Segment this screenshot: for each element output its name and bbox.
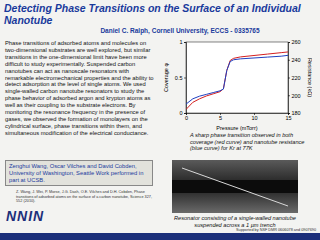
tick-mark <box>184 78 186 79</box>
y-axis: 00.51 <box>175 39 187 116</box>
reference: Z. Wang, J. Wei, P. Morse, J.G. Dash, O.… <box>16 190 154 204</box>
tick-mark <box>288 42 290 43</box>
tick-label: 220 <box>292 75 301 81</box>
tick: 240 <box>288 57 301 63</box>
tick-mark <box>288 60 290 61</box>
tick-label: 200 <box>292 93 301 99</box>
chart-caption: A sharp phase transition observed in bot… <box>190 132 308 152</box>
y2-axis-line <box>289 43 291 114</box>
tick-label: 10 <box>251 115 257 121</box>
tick-label: 15 <box>285 115 291 121</box>
y2-axis: 180 200 220 240 260 <box>288 39 301 116</box>
tick-mark <box>288 113 290 114</box>
plot-frame <box>186 42 288 113</box>
tick-label: 1 <box>179 39 182 45</box>
image-caption: Resonator consisting of a single-walled … <box>170 215 300 228</box>
tick: 260 <box>288 39 301 45</box>
tick-label: 260 <box>292 39 301 45</box>
author: Daniel C. Ralph, Cornell University, ECC… <box>60 27 300 34</box>
tick: 0 <box>185 113 188 121</box>
y2-axis-title: Resistance (kΩ) <box>307 58 312 97</box>
series-line <box>186 52 288 110</box>
tick-mark <box>288 78 290 79</box>
tick-label: 240 <box>292 57 301 63</box>
y-axis-line <box>184 43 187 114</box>
y-axis-title: Coverage φ <box>163 63 169 92</box>
image-bg <box>172 160 298 213</box>
tick: 200 <box>288 93 301 99</box>
nanotube <box>182 168 288 206</box>
chart: 05101500.51180200220240260Pressure (mTor… <box>162 38 312 133</box>
series-line <box>186 55 288 104</box>
body-text: Phase transitions of adsorbed atoms and … <box>5 40 155 137</box>
collaborators-box: Zenghui Wang, Oscar Vilches and David Co… <box>5 160 153 186</box>
nanotube-image <box>172 160 298 213</box>
x-axis: 0 5 10 15 <box>185 113 292 121</box>
tick: 0.5 <box>175 75 186 81</box>
tick-label: 0 <box>185 115 188 121</box>
tick: 220 <box>288 75 301 81</box>
tick-mark <box>184 42 186 43</box>
logo: NNIN <box>6 208 44 224</box>
tick: 5 <box>219 113 222 121</box>
tick: 1 <box>179 39 186 45</box>
plot-area <box>186 52 288 110</box>
title: Detecting Phase Transitions on the Surfa… <box>4 2 316 26</box>
tick-label: 0 <box>179 110 182 116</box>
tick: 0 <box>179 110 186 116</box>
tick-mark <box>184 113 186 114</box>
tick: 10 <box>251 113 257 121</box>
tick-label: 5 <box>219 115 222 121</box>
tick-label: 0.5 <box>175 75 183 81</box>
tick-mark <box>288 95 290 96</box>
tick-label: 180 <box>292 110 301 116</box>
footer: Supported by NSF DMR 0606078 and 0907690 <box>180 228 316 232</box>
tick: 180 <box>288 110 301 116</box>
footer-band <box>0 233 320 240</box>
x-axis-title: Pressure (mTorr) <box>216 125 257 131</box>
x-axis-line <box>187 114 289 116</box>
